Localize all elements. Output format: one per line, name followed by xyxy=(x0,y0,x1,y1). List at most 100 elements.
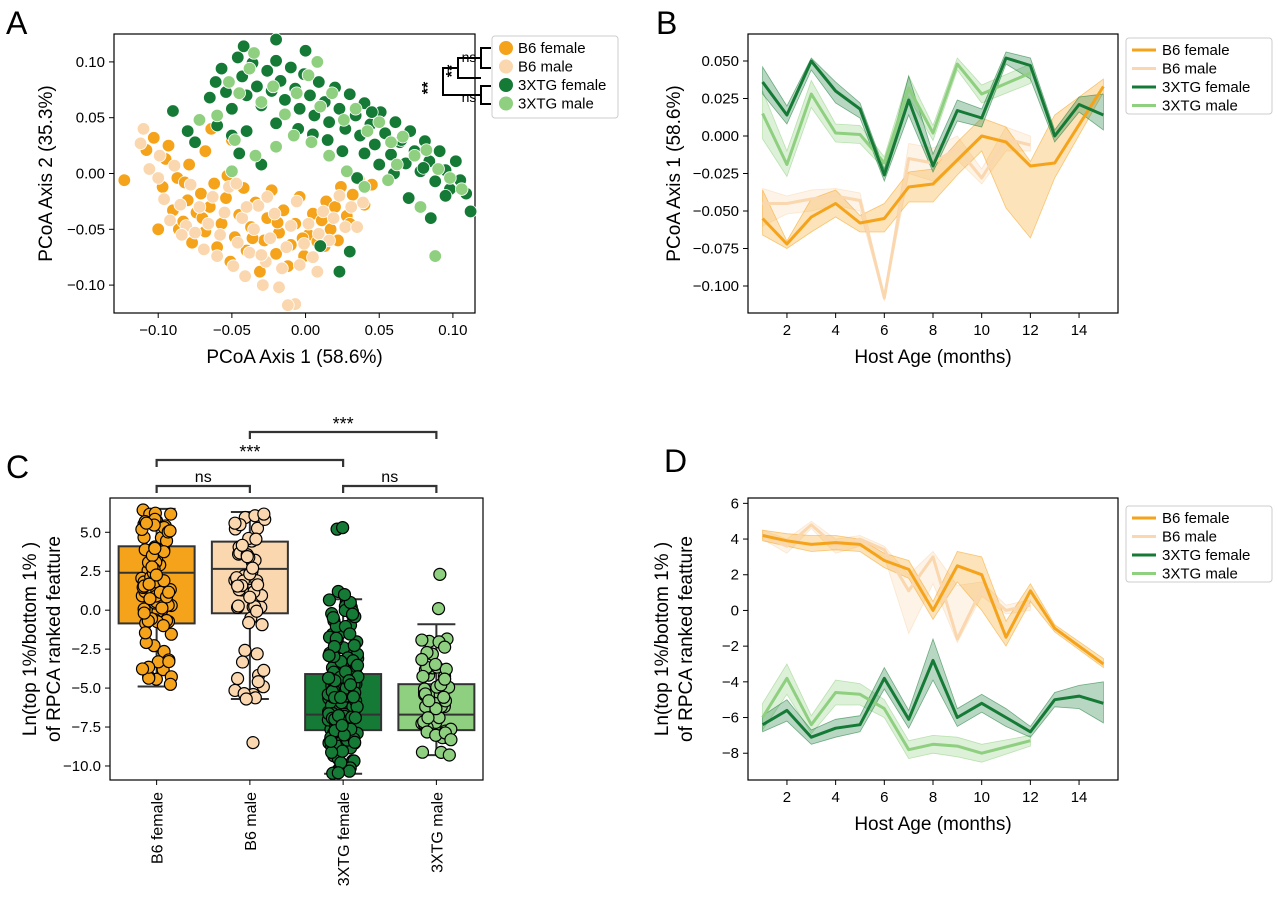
scatter-point xyxy=(390,157,404,172)
scatter-point xyxy=(197,242,211,257)
box-sample-point xyxy=(239,692,253,706)
y-tick-label: 5.0 xyxy=(80,524,101,541)
sig-bracket xyxy=(155,484,251,493)
y-tick-label: −0.05 xyxy=(67,221,105,238)
box-sample-point xyxy=(156,619,170,633)
scatter-point xyxy=(328,200,342,214)
legend-marker xyxy=(499,59,513,74)
y-tick-label: 0.05 xyxy=(76,110,105,127)
y-axis-label: Ln(top 1%/bottom 1% ) xyxy=(652,542,673,736)
legend-box xyxy=(1125,505,1273,583)
box-sample-point xyxy=(162,585,176,599)
x-tick-label: 2 xyxy=(783,322,791,339)
legend-label: 3XTG male xyxy=(1162,98,1238,115)
scatter-point xyxy=(372,115,386,129)
scatter-point xyxy=(136,122,151,136)
box-sample-point xyxy=(422,694,436,708)
sig-bracket xyxy=(442,67,481,96)
ci-band xyxy=(762,78,1104,249)
scatter-point xyxy=(372,157,386,172)
y-tick-label: −0.10 xyxy=(67,277,105,294)
scatter-point xyxy=(332,102,347,116)
scatter-point xyxy=(332,265,347,279)
sig-label: ns xyxy=(195,469,212,486)
scatter-point xyxy=(360,124,375,138)
y-tick-label: −0.100 xyxy=(693,278,739,295)
scatter-point xyxy=(253,265,267,279)
legend-box xyxy=(1125,37,1273,115)
scatter-point xyxy=(269,140,283,154)
y-tick-label: 2.5 xyxy=(80,563,101,580)
scatter-point xyxy=(284,219,298,233)
box-sample-point xyxy=(336,521,350,535)
legend-label: 3XTG male xyxy=(1162,566,1238,583)
box-sample-point xyxy=(231,579,245,593)
scatter-point xyxy=(278,107,292,122)
y-tick-label: −7.5 xyxy=(71,719,101,736)
scatter-point xyxy=(225,164,239,178)
legend-label: B6 male xyxy=(1162,61,1217,78)
scatter-point xyxy=(183,177,198,192)
scatter-point xyxy=(161,138,176,153)
box-sample-point xyxy=(431,602,446,616)
scatter-point xyxy=(278,93,292,107)
scatter-point xyxy=(247,222,261,237)
scatter-point xyxy=(231,235,245,250)
ci-band xyxy=(762,57,1031,178)
scatter-point xyxy=(313,239,327,253)
box-sample-point xyxy=(331,766,345,780)
scatter-point xyxy=(432,144,447,158)
scatter-point xyxy=(384,135,398,149)
box-sample-point xyxy=(335,718,349,733)
scatter-point xyxy=(207,176,221,191)
scatter-point xyxy=(303,88,317,103)
y-tick-label: 4 xyxy=(731,531,739,548)
scatter-point xyxy=(350,220,364,234)
y-tick-label: −5.0 xyxy=(71,680,101,697)
scatter-point xyxy=(188,135,202,149)
ci-band xyxy=(762,663,1031,763)
box-sample-point xyxy=(164,627,178,641)
scatter-point xyxy=(316,204,330,219)
scatter-point xyxy=(210,108,224,123)
box-sample-point xyxy=(250,647,264,661)
scatter-point xyxy=(292,102,307,116)
y-tick-label: −4 xyxy=(722,674,739,691)
x-tick-label: 14 xyxy=(1071,322,1088,339)
box-sample-point xyxy=(438,672,452,686)
box-sample-point xyxy=(250,604,264,618)
scatter-point xyxy=(275,261,289,276)
y-tick-label: 0.0 xyxy=(80,602,101,619)
box-sample-point xyxy=(442,748,456,762)
box-sample-point xyxy=(230,671,245,686)
series-line xyxy=(761,676,1031,755)
box-sample-point xyxy=(342,764,357,778)
scatter-point xyxy=(322,148,336,163)
scatter-point xyxy=(242,61,257,76)
scatter-point xyxy=(250,79,264,94)
scatter-point xyxy=(175,228,189,242)
scatter-point xyxy=(284,60,298,75)
panel-b-line-chart: 2 4 6 8 10 12 14 −0.100 −0.075 −0.050 −0.025 0.000 0… xyxy=(664,33,1273,368)
sig-bracket xyxy=(248,430,438,439)
panel-letter-a: A xyxy=(6,5,28,41)
box-sample-point xyxy=(324,734,338,748)
x-axis-label: PCoA Axis 1 (58.6%) xyxy=(206,347,382,368)
scatter-point xyxy=(322,115,336,129)
box-sample-point xyxy=(438,640,452,654)
box-sample-point xyxy=(257,507,271,521)
box-sample-point xyxy=(142,577,156,591)
scatter-point xyxy=(232,86,246,100)
box-sample-point xyxy=(235,538,249,552)
scatter-point xyxy=(338,220,353,234)
scatter-point xyxy=(368,137,382,152)
y-tick-label: 6 xyxy=(731,495,739,512)
panel-c-box-plot: −10.0 −7.5 −5.0 −2.5 0.0 2.5 5.0 B6 female B6 ma… xyxy=(20,414,484,886)
panel-letter-c: C xyxy=(6,449,29,485)
scatter-point xyxy=(365,105,379,119)
x-tick-label: 6 xyxy=(880,789,888,806)
scatter-point xyxy=(343,244,357,259)
box-sample-point xyxy=(251,675,265,689)
series-line xyxy=(761,658,1104,739)
box-sample-point xyxy=(139,516,154,530)
